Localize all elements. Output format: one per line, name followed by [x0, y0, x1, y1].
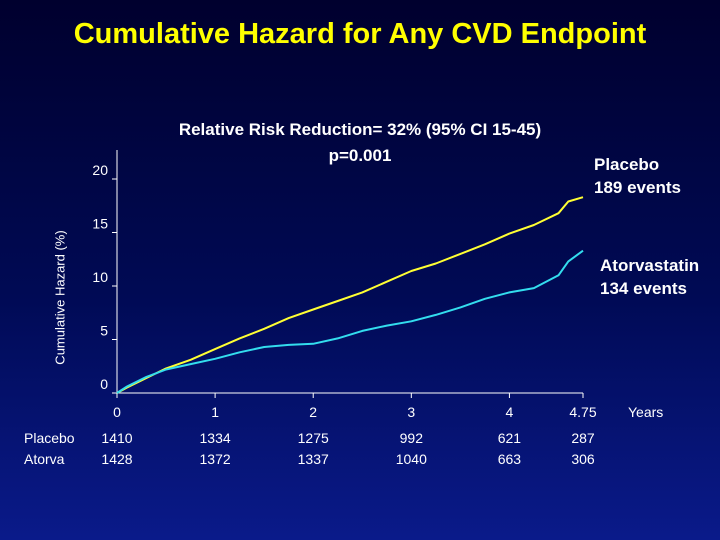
risk-cell-placebo: 621: [497, 430, 522, 446]
y-tick-label: 5: [100, 323, 108, 339]
risk-cell-atorva: 1372: [199, 451, 231, 467]
risk-table-column: 287 306: [553, 428, 613, 470]
risk-table-row-labels: Placebo Atorva: [24, 428, 75, 470]
series-label-placebo-events: 189 events: [594, 178, 681, 197]
chart-series: [116, 196, 584, 394]
x-tick-label: 2: [309, 404, 317, 420]
risk-table-column: 1410 1428: [87, 428, 147, 470]
chart-subtitle-pvalue: p=0.001: [328, 146, 392, 165]
x-tick-label: 3: [407, 404, 415, 420]
x-tick-label: 1: [211, 404, 219, 420]
risk-table-column: 1275 1337: [283, 428, 343, 470]
series-label-placebo-name: Placebo: [594, 155, 660, 174]
risk-cell-placebo: 1410: [101, 430, 133, 446]
y-tick-label: 0: [100, 376, 108, 392]
series-label-atorva: Atorvastatin 134 events: [600, 254, 699, 300]
risk-cell-placebo: 1275: [297, 430, 329, 446]
risk-row-label-placebo: Placebo: [24, 430, 75, 446]
y-tick-label: 10: [92, 269, 108, 285]
x-tick-label: 0: [113, 404, 121, 420]
x-tick-label: 4.75: [569, 404, 596, 420]
risk-cell-atorva: 1040: [395, 451, 427, 467]
series-line-atorvastatin: [116, 249, 584, 394]
risk-row-label-atorva: Atorva: [24, 451, 65, 467]
risk-cell-atorva: 1428: [101, 451, 133, 467]
chart-axes: 0 5 10 15 20 0 1 2 3 4 4.75: [92, 150, 597, 420]
series-line-placebo: [116, 196, 584, 394]
y-tick-label: 20: [92, 162, 108, 178]
slide-title: Cumulative Hazard for Any CVD Endpoint: [73, 18, 647, 50]
series-label-atorva-name: Atorvastatin: [600, 256, 700, 275]
risk-cell-atorva: 1337: [297, 451, 329, 467]
x-axis-label: Years: [628, 404, 664, 420]
risk-table-column: 1334 1372: [185, 428, 245, 470]
series-label-atorva-events: 134 events: [600, 279, 687, 298]
risk-table-column: 621 663: [479, 428, 539, 470]
series-label-placebo: Placebo 189 events: [594, 153, 681, 199]
risk-cell-placebo: 992: [399, 430, 423, 446]
y-tick-label: 15: [92, 216, 108, 232]
risk-cell-placebo: 1334: [199, 430, 231, 446]
risk-cell-atorva: 306: [571, 451, 595, 467]
chart-subtitle-rrr: Relative Risk Reduction= 32% (95% CI 15-…: [178, 120, 542, 139]
risk-cell-atorva: 663: [497, 451, 522, 467]
x-tick-label: 4: [506, 404, 514, 420]
risk-cell-placebo: 287: [571, 430, 595, 446]
risk-table-column: 992 1040: [381, 428, 441, 470]
